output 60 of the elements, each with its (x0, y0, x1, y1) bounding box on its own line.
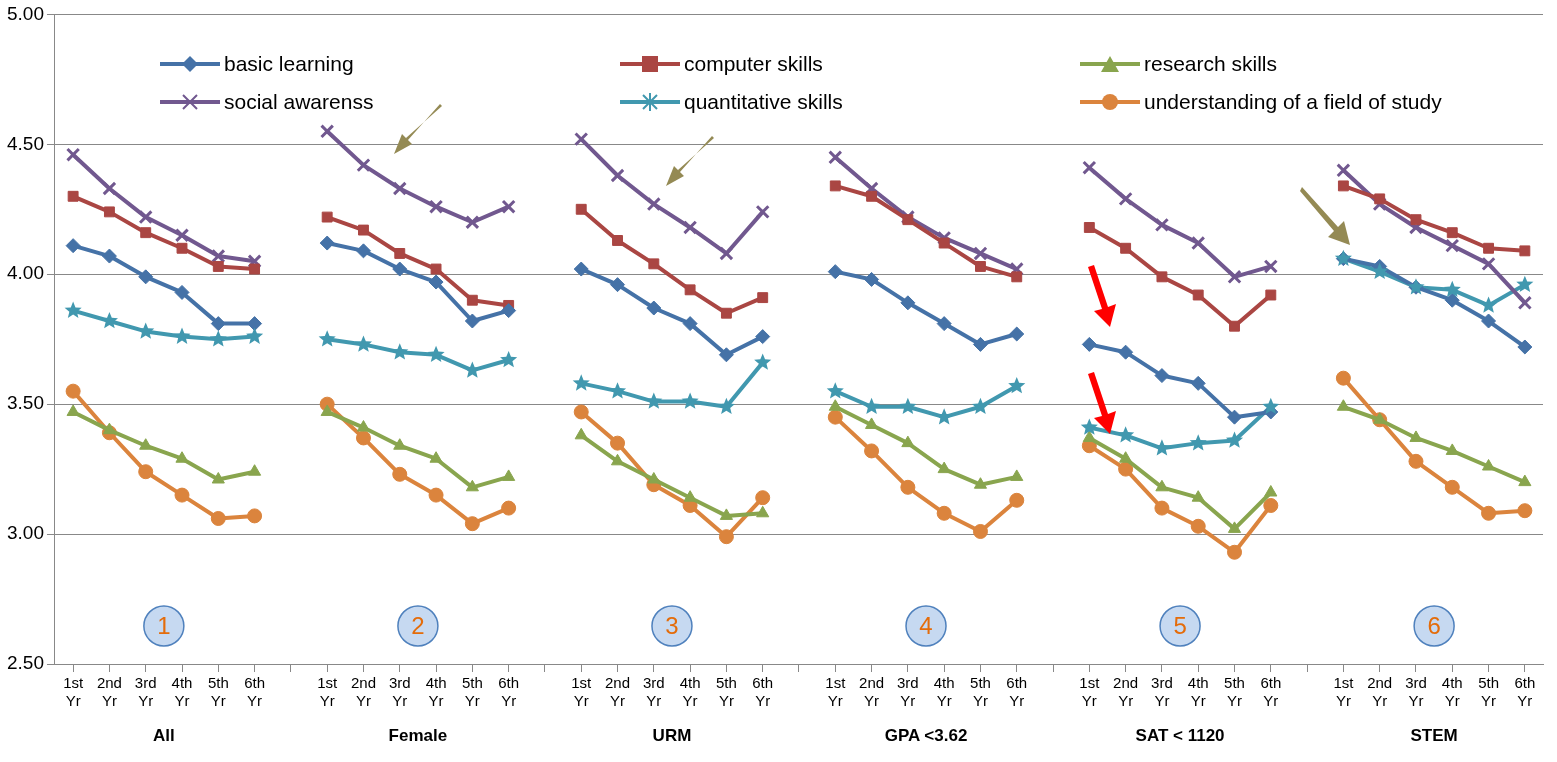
x-tick-label: 6th Yr (1514, 674, 1536, 710)
x-tick-label: 5th Yr (1478, 674, 1499, 710)
x-tick-label: 2nd Yr (605, 674, 631, 710)
y-tick-label: 4.50 (7, 132, 44, 154)
x-tick-label: 4th Yr (171, 674, 193, 710)
y-tick-label: 4.00 (7, 262, 44, 284)
x-tick-label: 6th Yr (1260, 674, 1282, 710)
x-tick-label: 6th Yr (498, 674, 520, 710)
text: Female (388, 725, 448, 745)
annotation: 3 (665, 611, 679, 639)
x-tick-label: 4th Yr (1441, 674, 1463, 710)
legend-label: research skills (1144, 52, 1278, 76)
legend-label: computer skills (684, 52, 823, 76)
x-tick-label: 5th Yr (970, 674, 991, 710)
x-tick-label: 3rd Yr (1405, 674, 1427, 710)
x-tick-label: 4th Yr (933, 674, 955, 710)
text: STEM (1410, 725, 1458, 745)
x-tick-label: 4th Yr (679, 674, 701, 710)
x-tick-label: 5th Yr (1224, 674, 1245, 710)
x-tick-label: 1st Yr (1333, 674, 1355, 710)
annotation: 2 (411, 611, 425, 639)
y-tick-label: 3.00 (7, 522, 44, 544)
x-tick-label: 5th Yr (715, 674, 737, 710)
text: GPA <3.62 (884, 725, 968, 745)
y-tick-label: 5.00 (7, 2, 44, 24)
x-tick-label: 6th Yr (752, 674, 774, 710)
x-tick-label: 1st Yr (1079, 674, 1101, 710)
text: URM (652, 725, 692, 745)
x-tick-label: 1st Yr (317, 674, 339, 710)
text: All (152, 725, 175, 745)
x-tick-label: 3rd Yr (388, 674, 411, 710)
x-tick-label: 2nd Yr (96, 674, 122, 710)
x-tick-label: 3rd Yr (642, 674, 665, 710)
x-tick-label: 3rd Yr (897, 674, 919, 710)
x-tick-label: 2nd Yr (859, 674, 885, 710)
x-tick-label: 5th Yr (207, 674, 229, 710)
x-tick-label: 6th Yr (244, 674, 266, 710)
legend-label: understanding of a field of study (1144, 90, 1442, 114)
x-tick-label: 1st Yr (571, 674, 593, 710)
x-tick-label: 4th Yr (425, 674, 447, 710)
y-tick-label: 2.50 (7, 652, 44, 674)
x-tick-label: 1st Yr (63, 674, 84, 710)
legend-label: basic learning (224, 52, 354, 76)
annotation: 6 (1427, 611, 1441, 639)
x-tick-label: 4th Yr (1187, 674, 1209, 710)
x-tick-label: 1st Yr (825, 674, 847, 710)
y-tick-label: 3.50 (7, 392, 44, 414)
x-tick-label: 6th Yr (1006, 674, 1028, 710)
legend-label: quantitative skills (684, 90, 843, 114)
x-tick-label: 2nd Yr (350, 674, 376, 710)
annotation: 4 (919, 611, 933, 639)
x-tick-label: 2nd Yr (1367, 674, 1393, 710)
annotation: 5 (1173, 611, 1187, 639)
x-tick-label: 3rd Yr (134, 674, 157, 710)
legend-label: social awarenss (224, 90, 374, 114)
x-tick-label: 2nd Yr (1113, 674, 1139, 710)
text: SAT < 1120 (1135, 725, 1225, 745)
x-tick-label: 5th Yr (461, 674, 483, 710)
annotation: 1 (157, 611, 171, 639)
x-tick-label: 3rd Yr (1151, 674, 1173, 710)
